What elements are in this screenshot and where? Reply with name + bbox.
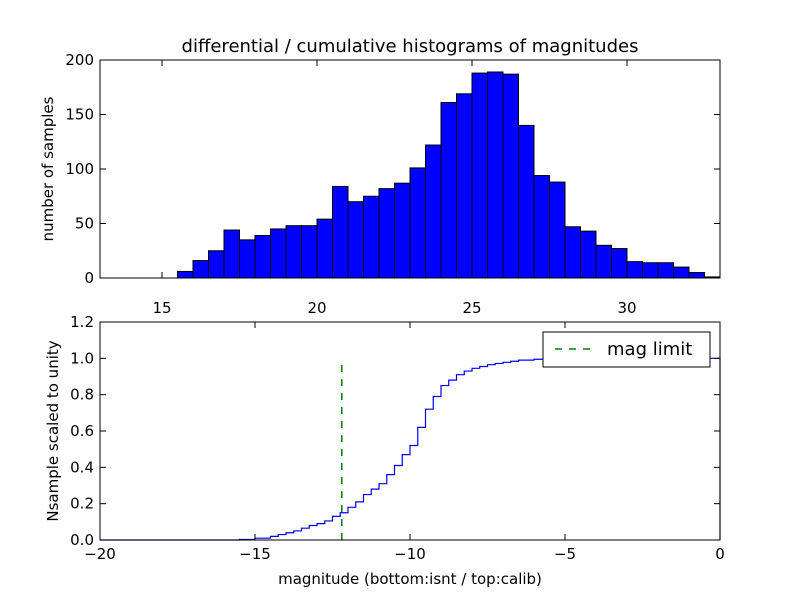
histogram-bar xyxy=(502,73,519,279)
histogram-bar xyxy=(425,144,442,279)
histogram-bar xyxy=(549,181,566,279)
chart-title: differential / cumulative histograms of … xyxy=(182,36,639,57)
histogram-bar xyxy=(394,182,411,279)
histogram-bar xyxy=(487,71,504,279)
histogram-bars xyxy=(177,71,721,279)
histogram-bar xyxy=(378,188,395,279)
cumulative-panel: −20 −15 −10 −5 0 0.0 0.2 0.4 0.6 0.8 1.0 1.2 magnit… xyxy=(44,313,725,588)
histogram-bar xyxy=(440,102,457,279)
histogram-y-tick-label: 50 xyxy=(75,215,94,233)
cumulative-y-tick-label: 0.6 xyxy=(70,422,94,440)
histogram-ticks: 15 20 25 30 0 50 100 150 200 xyxy=(65,51,720,317)
cumulative-ticks: −20 −15 −10 −5 0 0.0 0.2 0.4 0.6 0.8 1.0 1.2 xyxy=(70,313,725,563)
legend: mag limit xyxy=(542,331,711,368)
histogram-bar xyxy=(626,261,643,279)
histogram-bar xyxy=(192,260,209,279)
cumulative-y-tick-label: 0.2 xyxy=(70,495,94,513)
histogram-bar xyxy=(611,248,628,279)
cumulative-y-axis-label: Nsample scaled to unity xyxy=(44,340,62,521)
histogram-bar xyxy=(580,230,597,279)
histogram-y-tick-label: 0 xyxy=(84,269,94,287)
histogram-bar xyxy=(595,244,612,279)
histogram-bar xyxy=(409,167,426,279)
cumulative-x-tick-label: −5 xyxy=(554,545,576,563)
cumulative-lines xyxy=(100,357,721,541)
histogram-bar xyxy=(564,226,581,279)
cumulative-y-tick-label: 0.0 xyxy=(70,531,94,549)
cumulative-x-tick-label: −10 xyxy=(394,545,426,563)
histogram-y-tick-label: 150 xyxy=(65,106,94,124)
histogram-bar xyxy=(316,218,333,279)
histogram-bar xyxy=(208,250,225,279)
cumulative-x-tick-label: −15 xyxy=(239,545,271,563)
histogram-x-tick-label: 20 xyxy=(307,299,326,317)
histogram-bar xyxy=(270,228,287,279)
histogram-bar xyxy=(239,239,256,279)
cumulative-step-line xyxy=(100,357,721,541)
histogram-bar xyxy=(285,225,302,279)
histogram-bar xyxy=(642,262,659,279)
cumulative-y-tick-label: 0.4 xyxy=(70,458,94,476)
histogram-bar xyxy=(363,195,380,279)
histogram-bar xyxy=(688,272,705,279)
histogram-bar xyxy=(533,175,550,279)
histogram-bar xyxy=(518,124,535,279)
histogram-y-axis-label: number of samples xyxy=(39,96,57,241)
cumulative-y-tick-label: 1.2 xyxy=(70,313,94,331)
histogram-bar xyxy=(471,72,488,279)
cumulative-x-tick-label: 0 xyxy=(715,545,725,563)
histogram-x-tick-label: 25 xyxy=(462,299,481,317)
histogram-bar xyxy=(657,262,674,279)
histogram-y-tick-label: 200 xyxy=(65,51,94,69)
histogram-panel: differential / cumulative histograms of … xyxy=(39,36,721,317)
histogram-bar xyxy=(347,201,364,279)
histogram-bar xyxy=(456,93,473,279)
histogram-bar xyxy=(673,266,690,279)
histogram-bar xyxy=(177,270,194,279)
cumulative-y-tick-label: 0.8 xyxy=(70,386,94,404)
histogram-y-tick-label: 100 xyxy=(65,160,94,178)
cumulative-x-axis-label: magnitude (bottom:isnt / top:calib) xyxy=(278,570,542,588)
histogram-x-tick-label: 30 xyxy=(617,299,636,317)
cumulative-x-tick-label: −20 xyxy=(84,545,116,563)
cumulative-y-tick-label: 1.0 xyxy=(70,349,94,367)
histogram-bar xyxy=(332,185,349,279)
histogram-x-tick-label: 15 xyxy=(152,299,171,317)
histogram-bar xyxy=(254,234,271,279)
legend-label-mag-limit: mag limit xyxy=(607,339,692,360)
histogram-bar xyxy=(223,229,240,279)
histogram-bar xyxy=(301,225,318,279)
